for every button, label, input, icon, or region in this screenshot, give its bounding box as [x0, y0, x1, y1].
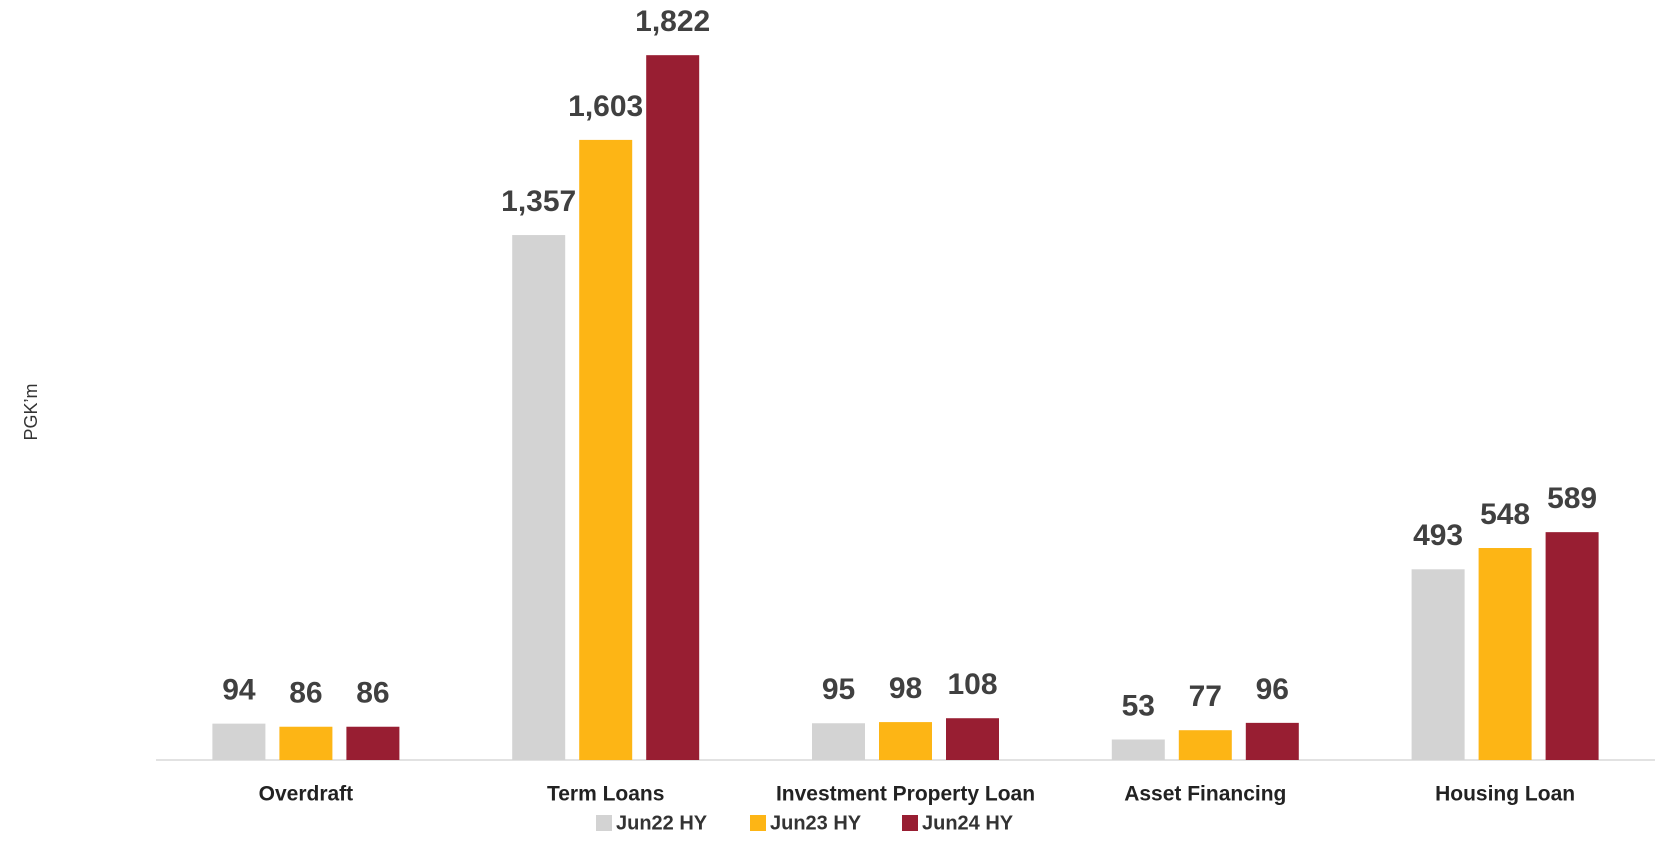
legend-label: Jun23 HY	[770, 812, 862, 834]
bar	[512, 235, 566, 760]
bar	[579, 139, 633, 761]
legend-label: Jun22 HY	[616, 812, 708, 834]
bar	[279, 726, 333, 760]
x-tick-label: Investment Property Loan	[776, 783, 1035, 806]
y-axis-label: PGK’m	[21, 383, 41, 440]
data-label: 1,822	[635, 5, 710, 38]
data-label: 77	[1189, 680, 1222, 713]
x-tick-label: Housing Loan	[1435, 783, 1575, 806]
bar	[879, 722, 932, 760]
legend-swatch	[750, 815, 766, 831]
bar	[1245, 722, 1299, 760]
data-label: 108	[947, 668, 997, 701]
bar	[646, 55, 700, 760]
bar	[812, 723, 865, 760]
data-label: 548	[1480, 498, 1530, 531]
legend-label: Jun24 HY	[922, 812, 1014, 834]
bar	[212, 723, 266, 760]
data-label: 98	[889, 672, 922, 705]
x-tick-label: Overdraft	[259, 783, 354, 806]
x-tick-label: Term Loans	[547, 783, 664, 806]
data-label: 1,357	[501, 185, 576, 218]
data-label: 86	[356, 677, 389, 710]
legend-swatch	[596, 815, 612, 831]
bar	[1545, 532, 1599, 760]
bar	[1111, 739, 1165, 760]
data-label: 94	[222, 674, 256, 707]
data-label: 1,603	[568, 90, 643, 123]
bar	[946, 718, 999, 760]
x-tick-label: Asset Financing	[1124, 783, 1286, 806]
data-label: 589	[1547, 482, 1597, 515]
legend-swatch	[902, 815, 918, 831]
bar	[1178, 730, 1232, 760]
bar	[1478, 548, 1532, 760]
data-label: 96	[1256, 673, 1289, 706]
data-label: 95	[822, 673, 855, 706]
bar	[1411, 569, 1465, 760]
bar	[346, 726, 400, 760]
data-label: 53	[1122, 689, 1155, 722]
data-label: 493	[1413, 519, 1463, 552]
data-label: 86	[289, 677, 322, 710]
